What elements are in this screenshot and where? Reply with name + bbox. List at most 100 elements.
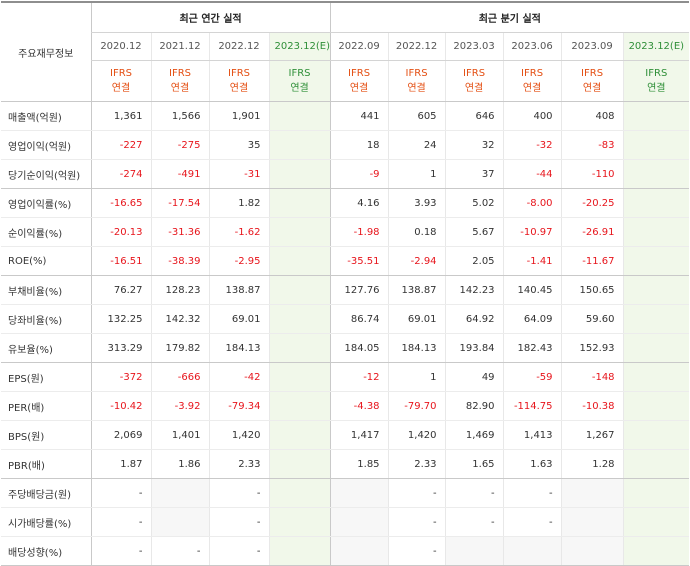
- ifrs-consolidated: 연결: [407, 83, 426, 94]
- value-cell: 1,901: [208, 101, 269, 131]
- value-cell: -10.42: [90, 391, 151, 421]
- ifrs-label: IFRS 연결: [268, 60, 331, 102]
- value-cell: -: [90, 478, 151, 508]
- value-cell: 1.87: [90, 449, 151, 479]
- value-cell: 400: [502, 101, 562, 131]
- value-cell: [622, 449, 690, 479]
- period-header: 2021.12: [150, 32, 209, 61]
- value-cell: 1: [387, 159, 446, 189]
- row-label: 유보율(%): [1, 333, 91, 363]
- ifrs-standard: IFRS: [521, 68, 544, 79]
- row-label: BPS(원): [1, 420, 91, 450]
- period-header: 2023.03: [444, 32, 504, 61]
- ifrs-standard: IFRS: [348, 68, 371, 79]
- table-row: 시가배당률(%) - - - - -: [1, 507, 690, 537]
- value-cell: 2.33: [387, 449, 446, 479]
- value-cell: -8.00: [502, 188, 562, 218]
- value-cell: [329, 536, 389, 566]
- value-cell: [560, 478, 624, 508]
- value-cell: -38.39: [150, 246, 209, 276]
- value-cell: 142.23: [444, 275, 504, 305]
- value-cell: [622, 536, 690, 566]
- value-cell: [329, 507, 389, 537]
- value-cell: -83: [560, 130, 624, 160]
- value-cell: [268, 246, 331, 276]
- value-cell: 138.87: [208, 275, 269, 305]
- ifrs-consolidated: 연결: [111, 83, 131, 94]
- value-cell: 138.87: [387, 275, 446, 305]
- row-label: 당기순이익(억원): [1, 159, 91, 189]
- value-cell: 2.05: [444, 246, 504, 276]
- ifrs-standard: IFRS: [169, 68, 191, 79]
- value-cell: -: [208, 536, 269, 566]
- period-header: 2022.09: [329, 32, 389, 61]
- value-cell: 86.74: [329, 304, 389, 334]
- value-cell: -: [90, 536, 151, 566]
- value-cell: [622, 478, 690, 508]
- value-cell: -12: [329, 362, 389, 392]
- period-header: 2023.06: [502, 32, 562, 61]
- ifrs-consolidated: 연결: [290, 83, 309, 94]
- table-row: EPS(원) -372 -666 -42 -12 1 49 -59 -148: [1, 362, 690, 392]
- ifrs-consolidated: 연결: [582, 83, 602, 94]
- value-cell: -10.97: [502, 217, 562, 247]
- value-cell: [268, 536, 331, 566]
- value-cell: [622, 333, 690, 363]
- row-label: 배당성향(%): [1, 536, 91, 566]
- value-cell: -: [387, 507, 446, 537]
- value-cell: [268, 101, 331, 131]
- value-cell: -491: [150, 159, 209, 189]
- value-cell: 64.09: [502, 304, 562, 334]
- value-cell: [622, 275, 690, 305]
- ifrs-row: IFRS 연결 IFRS 연결 IFRS 연결 IFRS 연결 IFRS 연결 IFRS 연결 IFRS…: [1, 60, 690, 102]
- table-row: 당기순이익(억원) -274 -491 -31 -9 1 37 -44 -110: [1, 159, 690, 189]
- ifrs-consolidated: 연결: [170, 83, 190, 94]
- value-cell: 49: [444, 362, 504, 392]
- value-cell: [444, 536, 504, 566]
- period-header-estimate: 2023.12(E): [268, 32, 331, 61]
- value-cell: 5.67: [444, 217, 504, 247]
- table-row: 주당배당금(원) - - - - -: [1, 478, 690, 508]
- row-label: ROE(%): [1, 246, 91, 276]
- value-cell: 35: [208, 130, 269, 160]
- value-cell: 1.85: [329, 449, 389, 479]
- ifrs-standard: IFRS: [645, 68, 668, 79]
- value-cell: 4.16: [329, 188, 389, 218]
- ifrs-consolidated: 연결: [464, 83, 484, 94]
- value-cell: 64.92: [444, 304, 504, 334]
- table-row: 순이익률(%) -20.13 -31.36 -1.62 -1.98 0.18 5.67 -10…: [1, 217, 690, 247]
- period-header: 2022.12: [208, 32, 269, 61]
- value-cell: -42: [208, 362, 269, 392]
- value-cell: -3.92: [150, 391, 209, 421]
- value-cell: -31.36: [150, 217, 209, 247]
- value-cell: [268, 217, 331, 247]
- value-cell: 128.23: [150, 275, 209, 305]
- period-header: 2020.12: [90, 32, 151, 61]
- value-cell: -11.67: [560, 246, 624, 276]
- value-cell: 24: [387, 130, 446, 160]
- value-cell: -: [387, 536, 446, 566]
- value-cell: [150, 507, 209, 537]
- value-cell: [268, 159, 331, 189]
- table-row: 매출액(억원) 1,361 1,566 1,901 441 605 646 400 408: [1, 101, 690, 131]
- table-header: 주요재무정보 최근 연간 실적 최근 분기 실적 2020.12 2021.12…: [1, 1, 690, 102]
- value-cell: 69.01: [208, 304, 269, 334]
- value-cell: -: [387, 478, 446, 508]
- value-cell: -16.65: [90, 188, 151, 218]
- value-cell: -227: [90, 130, 151, 160]
- value-cell: [268, 130, 331, 160]
- row-label: EPS(원): [1, 362, 91, 392]
- value-cell: -59: [502, 362, 562, 392]
- value-cell: -110: [560, 159, 624, 189]
- period-header: 2022.12: [387, 32, 446, 61]
- period-header-estimate: 2023.12(E): [622, 32, 690, 61]
- value-cell: 1: [387, 362, 446, 392]
- ifrs-standard: IFRS: [110, 68, 132, 79]
- value-cell: 3.93: [387, 188, 446, 218]
- value-cell: -44: [502, 159, 562, 189]
- table-row: PER(배) -10.42 -3.92 -79.34 -4.38 -79.70 82.90-…: [1, 391, 690, 421]
- value-cell: [268, 304, 331, 334]
- row-label: 영업이익(억원): [1, 130, 91, 160]
- value-cell: 152.93: [560, 333, 624, 363]
- value-cell: 150.65: [560, 275, 624, 305]
